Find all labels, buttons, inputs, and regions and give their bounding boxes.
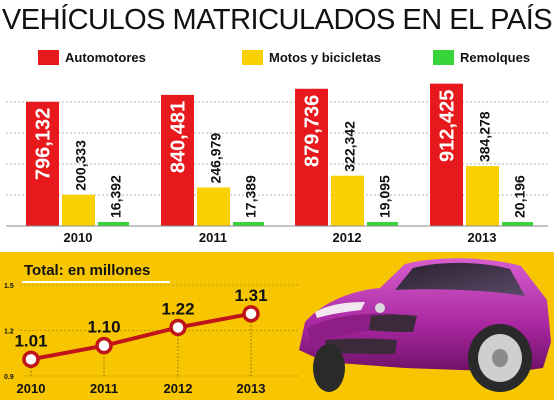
chart-title: VEHÍCULOS MATRICULADOS EN EL PAÍS (1, 4, 553, 36)
x-tick-label: 2011 (90, 381, 118, 396)
y-tick-label: 0.9 (4, 374, 14, 381)
legend-item-remolques: Remolques (433, 50, 530, 65)
point-value-label: 1.10 (87, 318, 120, 337)
car-illustration (299, 258, 551, 392)
x-tick-label: 2012 (164, 381, 193, 396)
bar-remolques-2011 (233, 222, 264, 226)
bar-remolques-2010 (98, 222, 129, 226)
bar-value-label: 246,979 (208, 133, 224, 184)
y-tick-label: 1.5 (4, 283, 14, 290)
legend-item-automotores: Automotores (38, 50, 146, 65)
bar-value-label: 19,095 (377, 175, 393, 218)
bar-automotores-2012 (295, 88, 328, 226)
bar-automotores-2011 (161, 94, 194, 226)
point-marker-2013 (242, 305, 260, 323)
category-label: 2013 (468, 230, 497, 245)
bar-remolques-2013 (502, 222, 533, 226)
bar-automotores-2013 (430, 83, 463, 226)
legend-label-automotores: Automotores (65, 50, 146, 65)
bar-value-label: 879,736 (302, 95, 324, 167)
bar-automotores-2010 (26, 101, 59, 226)
legend-swatch-remolques (433, 50, 454, 65)
point-value-label: 1.22 (161, 299, 194, 318)
bar-motos-2010 (62, 194, 95, 226)
bar-value-label: 16,392 (108, 175, 124, 218)
bar-value-label: 796,132 (33, 108, 55, 180)
legend-label-motos: Motos y bicicletas (269, 50, 381, 65)
bar-motos-2011 (197, 187, 230, 226)
bar-value-label: 200,333 (73, 140, 89, 191)
bar-remolques-2012 (367, 222, 398, 226)
bar-motos-2013 (466, 166, 499, 226)
legend-swatch-motos (242, 50, 263, 65)
bar-motos-2012 (331, 175, 364, 226)
point-marker-2012 (169, 318, 187, 337)
point-value-label: 1.01 (14, 331, 47, 350)
bar-value-label: 384,278 (477, 111, 493, 162)
category-label: 2012 (333, 230, 362, 245)
totals-series-line (30, 311, 252, 362)
legend-item-motos: Motos y bicicletas (242, 50, 381, 65)
category-label: 2011 (199, 230, 227, 245)
bar-value-label: 912,425 (437, 90, 459, 162)
y-tick-label: 1.2 (4, 329, 14, 336)
legend-swatch-automotores (38, 50, 59, 65)
bar-chart: 796,132 200,333 16,392 2010 840,481 246,979 17… (6, 83, 548, 245)
point-marker-2010 (22, 350, 40, 369)
point-marker-2011 (95, 336, 113, 355)
bar-value-label: 20,196 (512, 175, 528, 218)
bar-value-label: 840,481 (168, 101, 190, 173)
bar-value-label: 17,389 (243, 175, 259, 218)
line-chart-title: Total: en millones (24, 262, 150, 279)
x-tick-label: 2010 (17, 381, 46, 396)
totals-line-chart: Total: en millones 1.5 1.2 0.9 1.01 2010 1.10 2… (4, 262, 300, 396)
bar-value-label: 322,342 (342, 121, 358, 172)
legend-label-remolques: Remolques (460, 50, 531, 65)
category-label: 2010 (64, 230, 93, 245)
point-value-label: 1.31 (234, 286, 267, 305)
x-tick-label: 2013 (237, 381, 266, 396)
